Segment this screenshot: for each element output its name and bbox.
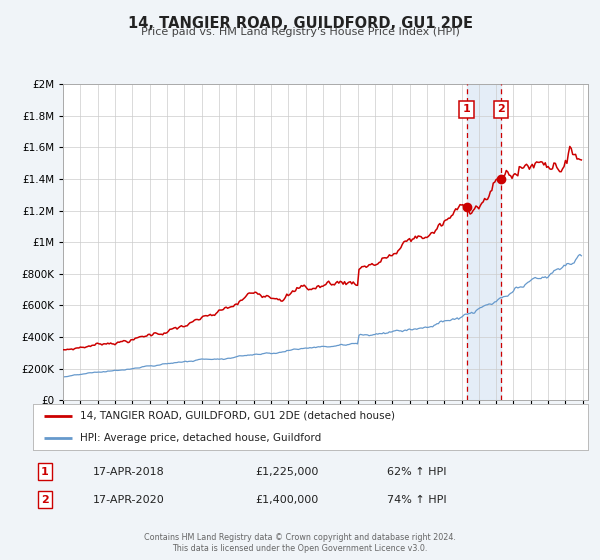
Text: 14, TANGIER ROAD, GUILDFORD, GU1 2DE (detached house): 14, TANGIER ROAD, GUILDFORD, GU1 2DE (de… (80, 410, 395, 421)
Text: £1,400,000: £1,400,000 (255, 494, 318, 505)
Text: 1: 1 (41, 466, 49, 477)
Text: Contains HM Land Registry data © Crown copyright and database right 2024.: Contains HM Land Registry data © Crown c… (144, 533, 456, 542)
Text: 2: 2 (41, 494, 49, 505)
Text: 2: 2 (497, 104, 505, 114)
Text: 17-APR-2018: 17-APR-2018 (93, 466, 165, 477)
Text: Price paid vs. HM Land Registry's House Price Index (HPI): Price paid vs. HM Land Registry's House … (140, 27, 460, 37)
Text: HPI: Average price, detached house, Guildford: HPI: Average price, detached house, Guil… (80, 433, 322, 443)
Text: 1: 1 (463, 104, 470, 114)
Text: £1,225,000: £1,225,000 (255, 466, 319, 477)
Text: This data is licensed under the Open Government Licence v3.0.: This data is licensed under the Open Gov… (172, 544, 428, 553)
Bar (467, 84, 501, 400)
Text: 14, TANGIER ROAD, GUILDFORD, GU1 2DE: 14, TANGIER ROAD, GUILDFORD, GU1 2DE (128, 16, 473, 31)
Text: 74% ↑ HPI: 74% ↑ HPI (387, 494, 446, 505)
Text: 17-APR-2020: 17-APR-2020 (93, 494, 165, 505)
Text: 62% ↑ HPI: 62% ↑ HPI (387, 466, 446, 477)
